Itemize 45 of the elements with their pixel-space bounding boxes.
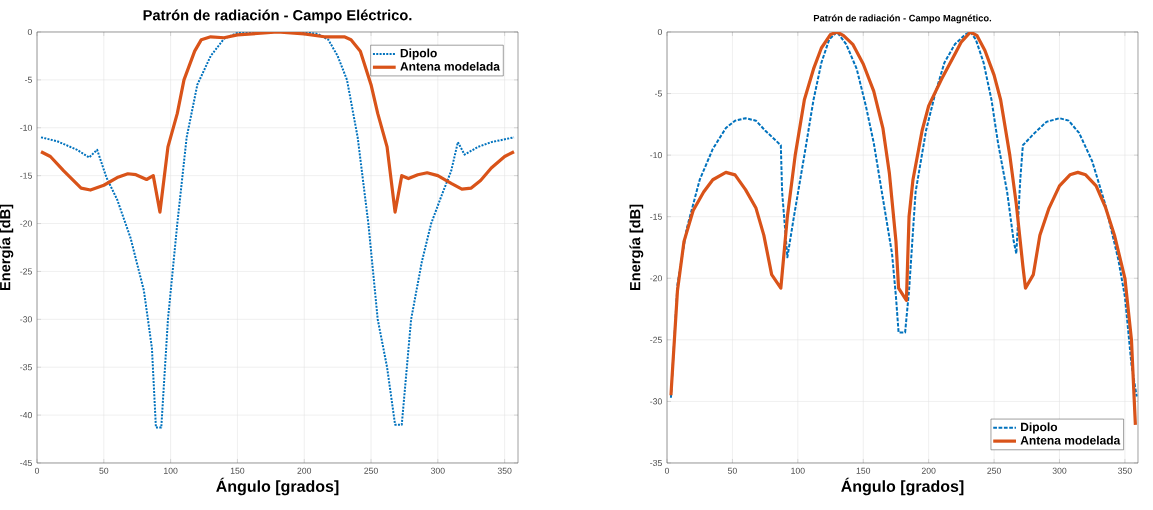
y-tick-label: -5 [654,90,662,97]
x-tick-label: 100 [164,467,178,474]
y-tick-label: -35 [20,364,32,371]
y-axis-title: Energía [dB] [629,204,644,291]
x-tick-label: 350 [497,467,512,474]
y-tick-label: -30 [650,398,662,405]
x-tick-label: 350 [1118,467,1132,474]
x-tick-label: 150 [856,467,871,474]
y-tick-label: -5 [24,76,32,83]
y-tick-label: -35 [650,459,662,467]
y-tick-label: -10 [20,124,32,131]
x-tick-label: 50 [727,467,737,474]
chart-title: Patrón de radiación - Campo Eléctrico. [143,9,412,24]
x-axis-title: Ángulo [grados] [841,477,964,496]
x-tick-label: 250 [987,467,1001,474]
x-tick-label: 100 [791,467,805,474]
y-tick-label: -10 [650,152,662,159]
legend-label: Antena modelada [400,61,501,71]
y-tick-label: -15 [650,213,662,220]
y-tick-label: -25 [20,268,32,275]
x-tick-label: 250 [364,467,378,474]
y-tick-label: 0 [27,28,32,36]
y-tick-label: -20 [650,275,662,282]
x-tick-label: 200 [921,467,936,474]
y-tick-label: -45 [20,459,32,467]
x-tick-label: 300 [1052,467,1067,474]
x-tick-label: 300 [430,467,445,474]
x-tick-label: 150 [230,467,245,474]
x-axis-title: Ángulo [grados] [216,477,339,496]
x-tick-label: 200 [297,467,312,474]
y-tick-label: -30 [20,316,32,323]
chart-title: Patrón de radiación - Campo Magnético. [813,14,992,24]
line-series [39,32,516,214]
legend-label: Dipolo [1021,422,1058,434]
x-tick-label: 0 [34,467,40,474]
legend-label: Antena modelada [1020,435,1121,445]
x-tick-label: 0 [664,467,670,474]
y-axis-title: Energía [dB] [0,204,14,291]
y-tick-label: -20 [20,220,32,227]
y-tick-label: -40 [20,412,32,419]
x-tick-label: 50 [99,467,109,474]
y-tick-label: -15 [20,172,32,179]
y-tick-label: -25 [650,336,662,343]
y-tick-label: 0 [657,28,662,36]
legend-label: Dipolo [400,48,437,60]
